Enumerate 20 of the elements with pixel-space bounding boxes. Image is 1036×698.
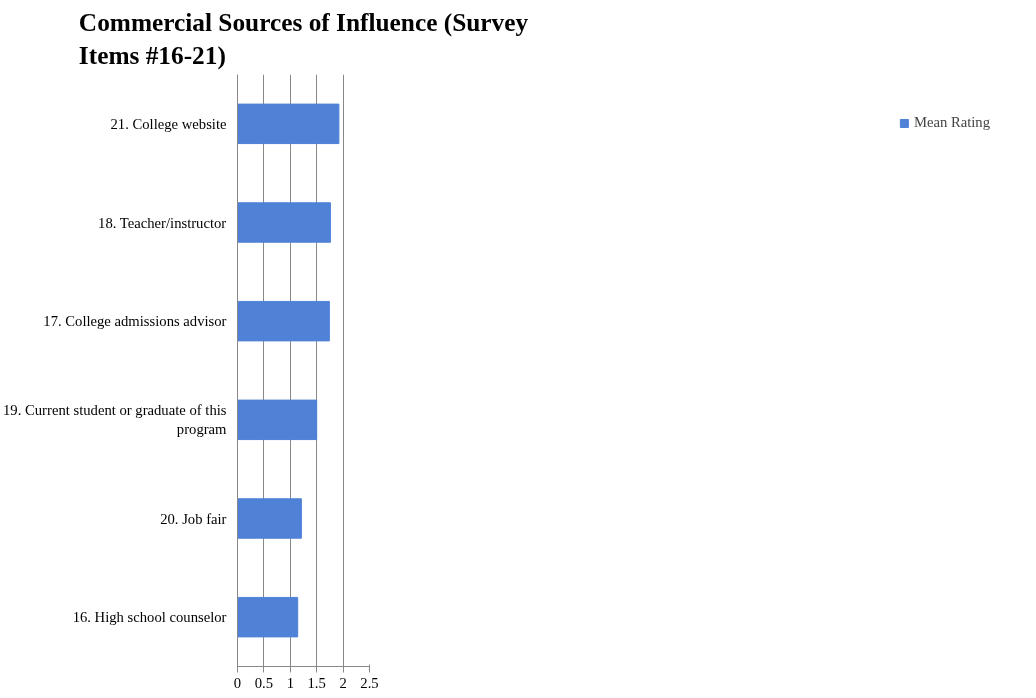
bar xyxy=(237,103,340,145)
bar xyxy=(237,596,299,638)
chart-title: Commercial Sources of Influence (Survey Items #16-21) xyxy=(78,7,529,71)
bar xyxy=(237,300,330,342)
y-tick-label: 18. Teacher/instructor xyxy=(98,214,227,231)
x-tick-label: 1.5 xyxy=(307,674,326,691)
x-tick-label: 2 xyxy=(339,674,347,691)
x-tick-label: 1 xyxy=(286,674,294,691)
y-tick-label: 19. Current student or graduate of this program xyxy=(3,402,228,438)
y-tick-label: 16. High school counselor xyxy=(72,609,227,626)
legend-label: Mean Rating xyxy=(913,114,990,131)
bar xyxy=(237,399,318,441)
x-tick-label: 0 xyxy=(233,674,242,691)
x-tick-label: 2.5 xyxy=(360,674,379,691)
x-tick-label: 0.5 xyxy=(254,674,274,691)
y-tick-label: 21. College website xyxy=(110,115,227,132)
y-tick-label: 20. Job fair xyxy=(160,510,227,527)
bar xyxy=(237,202,331,243)
y-tick-label: 17. College admissions advisor xyxy=(43,313,227,330)
bar xyxy=(237,498,302,539)
